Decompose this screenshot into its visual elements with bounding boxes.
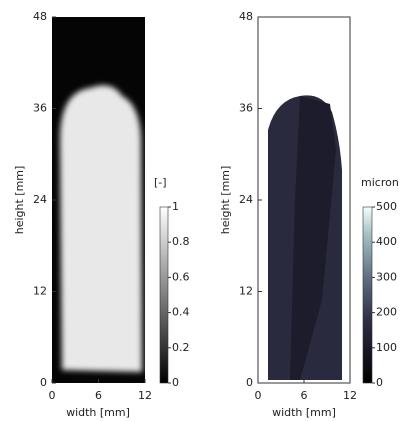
colorbar-tick-label: 100 xyxy=(376,341,397,354)
colorbar-label: [-] xyxy=(154,176,167,189)
y-tick-label: 36 xyxy=(239,102,253,115)
x-tick-label: 6 xyxy=(301,389,308,402)
y-axis-label: height [mm] xyxy=(13,166,26,235)
y-tick-label: 0 xyxy=(40,376,47,389)
colorbar-tick-label: 500 xyxy=(376,200,397,213)
y-tick-label: 48 xyxy=(239,10,253,23)
y-axis-label: height [mm] xyxy=(219,166,232,235)
x-axis-label: width [mm] xyxy=(66,406,130,419)
y-tick-label: 12 xyxy=(33,285,47,298)
colorbar xyxy=(362,206,373,384)
image-shade xyxy=(290,96,336,380)
colorbar-tick-label: 0.2 xyxy=(172,341,190,354)
image-blob xyxy=(60,85,142,372)
y-tick-label: 12 xyxy=(239,285,253,298)
x-tick-label: 12 xyxy=(343,389,357,402)
y-tick-label: 0 xyxy=(246,376,253,389)
x-axis-label: width [mm] xyxy=(272,406,336,419)
colorbar-tick-label: 0.4 xyxy=(172,306,190,319)
x-tick-label: 0 xyxy=(255,389,262,402)
colorbar-tick-label: 0 xyxy=(172,376,179,389)
x-tick-label: 6 xyxy=(95,389,102,402)
y-tick-label: 24 xyxy=(33,193,47,206)
colorbar xyxy=(159,206,169,384)
colorbar-tick-label: 300 xyxy=(376,270,397,283)
y-tick-label: 24 xyxy=(239,193,253,206)
colorbar-tick-label: 400 xyxy=(376,235,397,248)
y-tick-label: 48 xyxy=(33,10,47,23)
colorbar-tick-label: 0 xyxy=(376,376,383,389)
colorbar-tick-label: 0.6 xyxy=(172,270,190,283)
colorbar-tick-label: 0.8 xyxy=(172,235,190,248)
colorbar-tick-label: 1 xyxy=(172,200,179,213)
y-tick-label: 36 xyxy=(33,102,47,115)
labels: width [mm] width [mm] height [mm] height… xyxy=(13,166,399,419)
x-tick-label: 12 xyxy=(138,389,152,402)
colorbar-label: micron xyxy=(361,176,399,189)
colorbar-tick-label: 200 xyxy=(376,306,397,319)
x-tick-label: 0 xyxy=(49,389,56,402)
